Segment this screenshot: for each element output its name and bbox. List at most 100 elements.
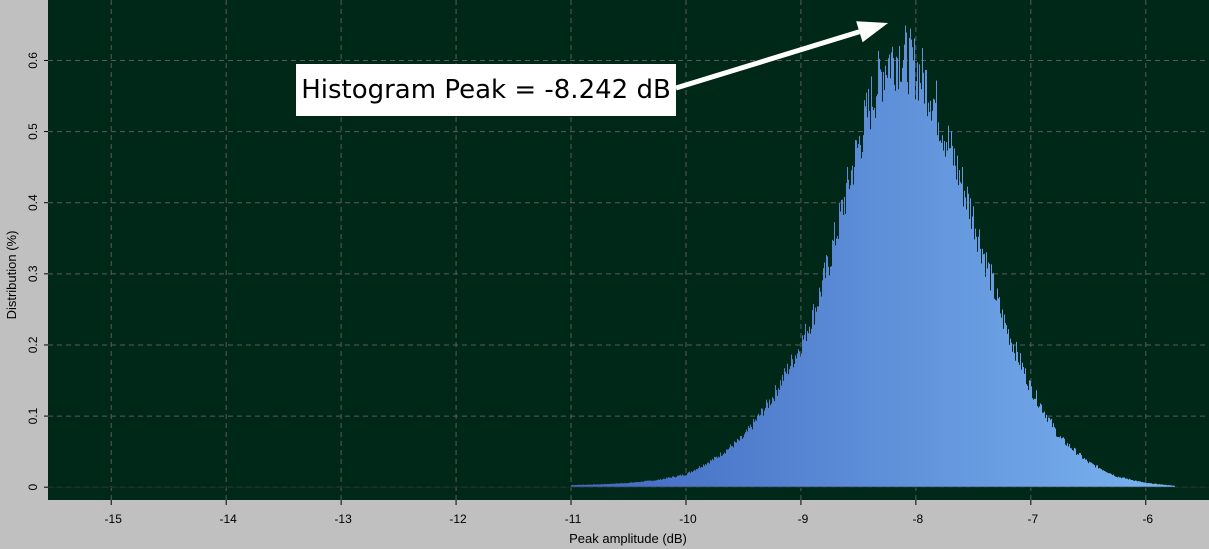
histogram-bar bbox=[1103, 470, 1104, 488]
histogram-bar bbox=[897, 58, 898, 488]
histogram-bar bbox=[674, 477, 675, 488]
histogram-bar bbox=[783, 380, 784, 488]
histogram-bar bbox=[698, 468, 699, 488]
histogram-bar bbox=[1056, 436, 1057, 488]
histogram-bar bbox=[796, 358, 797, 488]
histogram-bar bbox=[914, 38, 915, 488]
histogram-bar bbox=[1066, 445, 1067, 488]
histogram-bar bbox=[952, 145, 953, 488]
histogram-bar bbox=[716, 456, 717, 488]
histogram-bar bbox=[894, 84, 895, 488]
histogram-bar bbox=[874, 107, 875, 488]
histogram-bar bbox=[883, 71, 884, 488]
histogram-bar bbox=[1138, 481, 1139, 488]
histogram-bar bbox=[672, 476, 673, 488]
histogram-bar bbox=[1031, 386, 1032, 488]
histogram-bar bbox=[688, 472, 689, 488]
histogram-bar bbox=[916, 81, 917, 488]
histogram-bar bbox=[851, 170, 852, 488]
histogram-bar bbox=[632, 482, 633, 488]
histogram-bar bbox=[649, 480, 650, 488]
histogram-bar bbox=[773, 398, 774, 488]
histogram-bar bbox=[838, 238, 839, 488]
histogram-bar bbox=[1173, 485, 1174, 488]
histogram-bar bbox=[1054, 427, 1055, 488]
histogram-bar bbox=[785, 371, 786, 488]
histogram-bar bbox=[585, 484, 586, 488]
histogram-bar bbox=[903, 59, 904, 488]
histogram-bar bbox=[1045, 417, 1046, 488]
histogram-bar bbox=[609, 484, 610, 488]
histogram-bar bbox=[1008, 329, 1009, 488]
histogram-bar bbox=[905, 25, 906, 488]
histogram-bar bbox=[611, 483, 612, 488]
histogram-bar bbox=[615, 483, 616, 488]
histogram-bar bbox=[890, 78, 891, 488]
y-tick-label: 0.5 bbox=[26, 123, 40, 140]
histogram-bar bbox=[1145, 482, 1146, 488]
histogram-bar bbox=[811, 328, 812, 488]
histogram-bar bbox=[910, 28, 911, 488]
histogram-bar bbox=[731, 446, 732, 488]
histogram-bar bbox=[721, 455, 722, 488]
histogram-bar bbox=[573, 485, 574, 488]
histogram-bar bbox=[857, 147, 858, 488]
histogram-bar bbox=[1117, 477, 1118, 488]
histogram-bar bbox=[800, 356, 801, 488]
histogram-bar bbox=[923, 72, 924, 488]
histogram-bar bbox=[1058, 437, 1059, 488]
histogram-bar bbox=[740, 436, 741, 488]
histogram-bar bbox=[913, 60, 914, 488]
histogram-bar bbox=[761, 408, 762, 488]
histogram-bar bbox=[668, 477, 669, 488]
x-tick-label: -8 bbox=[913, 512, 924, 526]
histogram-bar bbox=[920, 82, 921, 488]
histogram-bars bbox=[571, 25, 1175, 488]
histogram-bar bbox=[581, 484, 582, 488]
y-ticks: 0 0.1 0.2 0.3 0.4 0.5 0.6 bbox=[26, 52, 48, 491]
histogram-bar bbox=[887, 77, 888, 488]
histogram-bar bbox=[1125, 478, 1126, 488]
histogram-bar bbox=[1087, 461, 1088, 488]
histogram-bar bbox=[728, 449, 729, 488]
histogram-bar bbox=[753, 418, 754, 488]
histogram-bar bbox=[766, 399, 767, 488]
histogram-bar bbox=[692, 472, 693, 488]
histogram-bar bbox=[933, 98, 934, 488]
histogram-bar bbox=[617, 483, 618, 488]
histogram-bar bbox=[662, 479, 663, 488]
histogram-bar bbox=[583, 484, 584, 488]
histogram-bar bbox=[663, 478, 664, 488]
histogram-bar bbox=[579, 484, 580, 488]
histogram-bar bbox=[725, 453, 726, 488]
histogram-bar bbox=[1148, 482, 1149, 488]
histogram-bar bbox=[1126, 478, 1127, 488]
histogram-bar bbox=[771, 403, 772, 488]
histogram-bar bbox=[958, 185, 959, 488]
histogram-bar bbox=[637, 482, 638, 488]
histogram-bar bbox=[853, 184, 854, 488]
histogram-bar bbox=[994, 298, 995, 488]
histogram-bar bbox=[1108, 473, 1109, 488]
histogram-bar bbox=[834, 222, 835, 488]
histogram-bar bbox=[1164, 484, 1165, 488]
histogram-bar bbox=[806, 341, 807, 488]
histogram-bar bbox=[919, 64, 920, 488]
histogram-bar bbox=[1163, 484, 1164, 488]
histogram-bar bbox=[1111, 474, 1112, 488]
histogram-bar bbox=[660, 478, 661, 488]
histogram-bar bbox=[860, 144, 861, 488]
histogram-bar bbox=[767, 402, 768, 488]
histogram-bar bbox=[1147, 483, 1148, 488]
histogram-bar bbox=[1004, 314, 1005, 488]
histogram-bar bbox=[744, 434, 745, 488]
histogram-bar bbox=[908, 94, 909, 488]
histogram-bar bbox=[755, 419, 756, 488]
histogram-bar bbox=[624, 483, 625, 488]
histogram-bar bbox=[886, 75, 887, 488]
histogram-bar bbox=[786, 373, 787, 488]
histogram-bar bbox=[804, 334, 805, 488]
histogram-bar bbox=[1113, 474, 1114, 488]
histogram-bar bbox=[991, 264, 992, 488]
histogram-bar bbox=[788, 374, 789, 488]
